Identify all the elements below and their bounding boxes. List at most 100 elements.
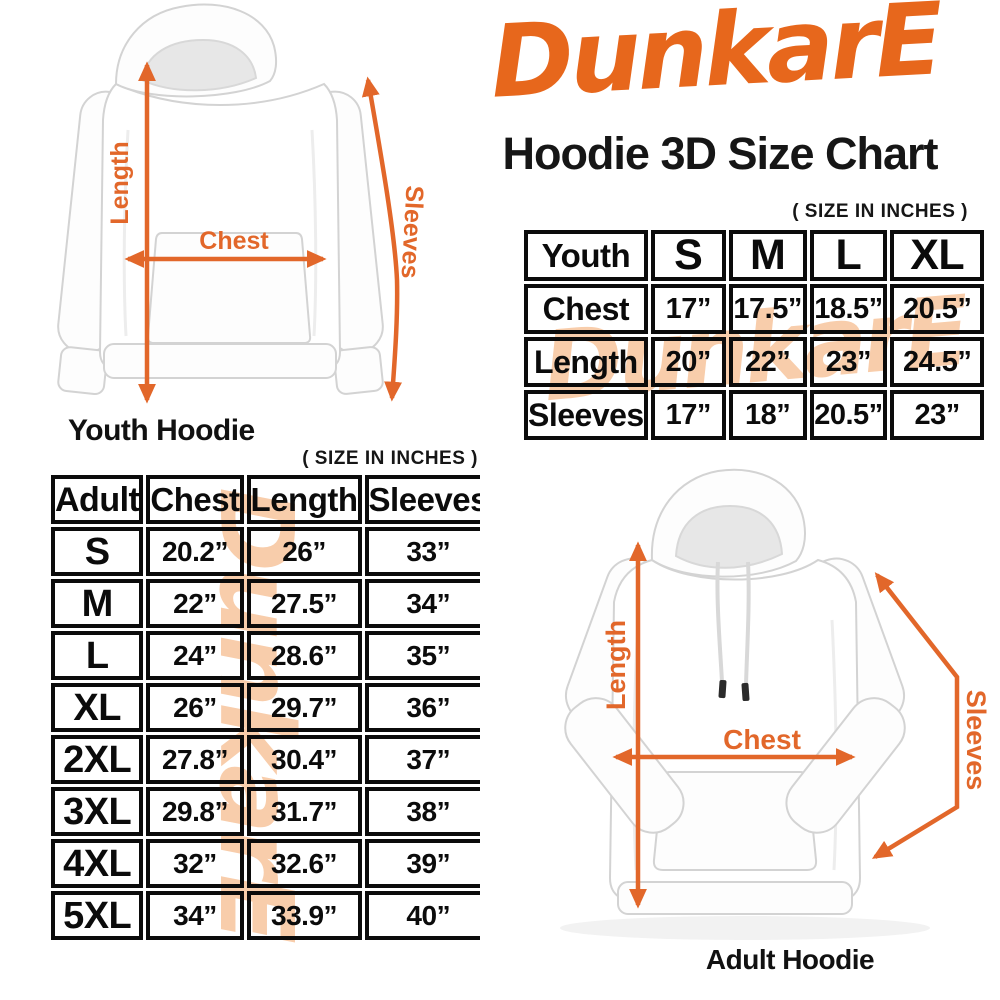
size-value-cell: 18” — [728, 390, 807, 440]
size-value-cell: 37” — [364, 735, 480, 784]
size-value-cell: 29.7” — [246, 683, 362, 732]
table-row: Length 20” 22” 23” 24.5” — [524, 337, 984, 387]
adult-chest-label: Chest — [723, 724, 801, 755]
size-value-cell: 27.5” — [246, 579, 362, 628]
size-value-cell: 36” — [364, 683, 480, 732]
table-header-row: Youth S M L XL — [524, 230, 984, 281]
adult-table-area: DunkarE Adult Chest Length Sleeves S 20.2” 26”… — [48, 472, 480, 954]
brand-logo: DunkarE — [487, 0, 943, 121]
youth-hoodie-caption: Youth Hoodie — [68, 414, 255, 447]
drawstring-aglet — [718, 679, 727, 699]
adult-drawstrings — [715, 561, 751, 702]
table-row: 3XL 29.8” 31.7” 38” — [51, 787, 480, 836]
youth-sleeves-arrow — [361, 76, 403, 402]
youth-hoodie-garment — [57, 3, 384, 396]
size-column-header: S — [650, 230, 726, 281]
size-value-cell: 17” — [650, 390, 726, 440]
size-column-header: Sleeves — [364, 475, 480, 524]
table-row: 5XL 34” 33.9” 40” — [51, 891, 480, 940]
adult-hoodie-shadow — [560, 916, 930, 940]
size-column-header: Chest — [146, 475, 244, 524]
size-value-cell: 28.6” — [246, 631, 362, 680]
size-value-cell: 35” — [364, 631, 480, 680]
adult-hood-lining — [674, 504, 784, 569]
size-value-cell: 32.6” — [246, 839, 362, 888]
size-value-cell: 20.2” — [146, 527, 244, 576]
youth-measure-arrows: Length Chest Sleeves — [106, 61, 429, 404]
adult-hoodie-caption: Adult Hoodie — [705, 944, 875, 975]
youth-hoodie-illustration: Length Chest Sleeves — [57, 3, 429, 404]
table-row: S 20.2” 26” 33” — [51, 527, 480, 576]
size-value-cell: 24.5” — [890, 337, 984, 387]
youth-length-label: Length — [106, 141, 134, 224]
row-label-cell: 2XL — [51, 735, 144, 784]
table-row: L 24” 28.6” 35” — [51, 631, 480, 680]
size-value-cell: 40” — [364, 891, 480, 940]
size-value-cell: 31.7” — [246, 787, 362, 836]
size-value-cell: 24” — [146, 631, 244, 680]
size-value-cell: 23” — [809, 337, 888, 387]
row-label-cell: XL — [51, 683, 144, 732]
youth-hood-lining — [140, 38, 258, 92]
size-value-cell: 20” — [650, 337, 726, 387]
row-label-cell: Sleeves — [524, 390, 648, 440]
size-value-cell: 29.8” — [146, 787, 244, 836]
adult-hoodie-garment — [560, 468, 930, 940]
table-row: 4XL 32” 32.6” 39” — [51, 839, 480, 888]
size-value-cell: 22” — [146, 579, 244, 628]
size-value-cell: 33.9” — [246, 891, 362, 940]
youth-hem-band — [103, 343, 337, 379]
size-value-cell: 18.5” — [809, 284, 888, 334]
adult-sleeves-label: Sleeves — [961, 690, 991, 791]
size-column-header: Length — [246, 475, 362, 524]
adult-sleeves-arrow — [871, 572, 960, 859]
row-label-cell: 4XL — [51, 839, 144, 888]
adult-length-label: Length — [601, 620, 631, 710]
size-value-cell: 26” — [146, 683, 244, 732]
size-value-cell: 34” — [364, 579, 480, 628]
row-label-cell: M — [51, 579, 144, 628]
size-value-cell: 20.5” — [809, 390, 888, 440]
size-value-cell: 34” — [146, 891, 244, 940]
adult-hoodie-illustration: Length Chest Sleeves — [560, 468, 991, 940]
adult-size-table: Adult Chest Length Sleeves S 20.2” 26” 33” M 22” 2… — [48, 472, 480, 943]
youth-size-table: Youth S M L XL Chest 17” 17.5” 18.5” 20.5” Length 2… — [521, 227, 987, 443]
youth-table-area: DunkarE Youth S M L XL Chest 17” 17.5” 18.5” 20.5… — [521, 227, 987, 445]
size-column-header: M — [728, 230, 807, 281]
row-label-cell: 5XL — [51, 891, 144, 940]
size-value-cell: 33” — [364, 527, 480, 576]
size-value-cell: 20.5” — [890, 284, 984, 334]
size-value-cell: 17.5” — [728, 284, 807, 334]
adult-measure-arrows: Length Chest Sleeves — [601, 541, 991, 909]
table-row: Chest 17” 17.5” 18.5” 20.5” — [524, 284, 984, 334]
youth-chest-label: Chest — [199, 227, 269, 255]
row-label-cell: L — [51, 631, 144, 680]
table-row: Sleeves 17” 18” 20.5” 23” — [524, 390, 984, 440]
table-header-row: Adult Chest Length Sleeves — [51, 475, 480, 524]
table-row: 2XL 27.8” 30.4” 37” — [51, 735, 480, 784]
drawstring-aglet — [741, 682, 750, 702]
size-value-cell: 26” — [246, 527, 362, 576]
size-value-cell: 39” — [364, 839, 480, 888]
youth-size-note: ( SIZE IN INCHES ) — [792, 201, 968, 222]
row-label-cell: S — [51, 527, 144, 576]
size-column-header: L — [809, 230, 888, 281]
page-title: Hoodie 3D Size Chart — [502, 128, 938, 179]
row-label-cell: 3XL — [51, 787, 144, 836]
row-label-cell: Length — [524, 337, 648, 387]
size-value-cell: 32” — [146, 839, 244, 888]
size-value-cell: 17” — [650, 284, 726, 334]
row-label-cell: Chest — [524, 284, 648, 334]
table-row: M 22” 27.5” 34” — [51, 579, 480, 628]
size-column-header: XL — [890, 230, 984, 281]
size-value-cell: 38” — [364, 787, 480, 836]
size-value-cell: 27.8” — [146, 735, 244, 784]
youth-sleeves-label: Sleeves — [396, 185, 429, 279]
table-corner-header: Youth — [524, 230, 648, 281]
size-value-cell: 23” — [890, 390, 984, 440]
size-value-cell: 22” — [728, 337, 807, 387]
table-corner-header: Adult — [51, 475, 144, 524]
table-row: XL 26” 29.7” 36” — [51, 683, 480, 732]
adult-size-note: ( SIZE IN INCHES ) — [302, 448, 478, 469]
